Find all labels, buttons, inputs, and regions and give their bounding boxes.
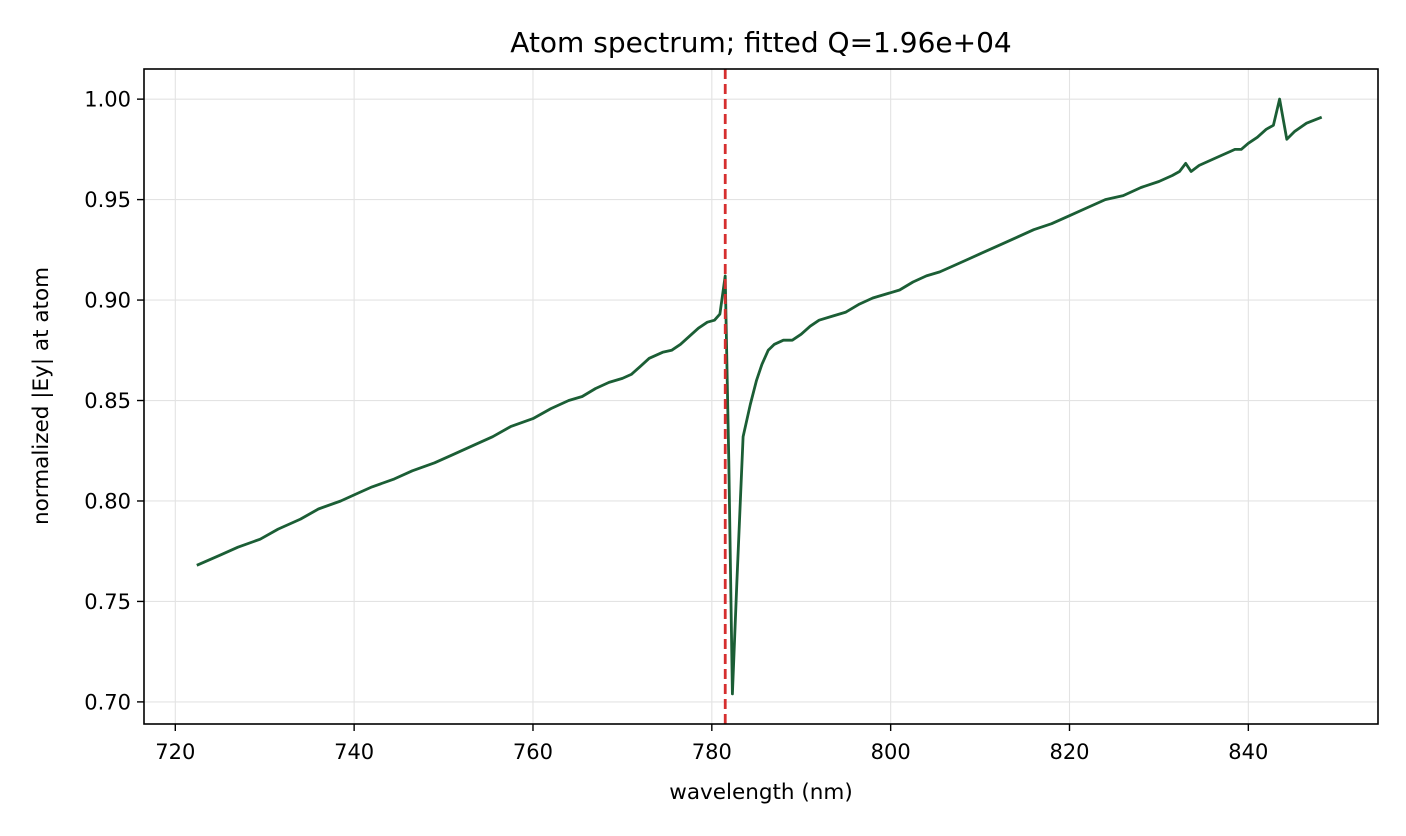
y-tick-label: 0.80 — [84, 489, 131, 513]
y-tick-label: 0.95 — [84, 188, 131, 212]
chart-title: Atom spectrum; fitted Q=1.96e+04 — [510, 26, 1011, 59]
y-ticks: 0.70 0.75 0.80 0.85 0.90 0.95 1.00 — [84, 88, 144, 714]
x-tick-label: 720 — [155, 740, 195, 764]
x-ticks: 720 740 760 780 800 820 840 — [155, 724, 1268, 764]
axes-frame — [143, 68, 1379, 725]
y-tick-label: 0.70 — [84, 690, 131, 714]
x-tick-label: 820 — [1049, 740, 1089, 764]
x-tick-label: 800 — [871, 740, 911, 764]
x-axis-label: wavelength (nm) — [669, 780, 852, 805]
x-tick-label: 840 — [1228, 740, 1268, 764]
y-tick-label: 0.75 — [84, 590, 131, 614]
x-tick-label: 760 — [513, 740, 553, 764]
y-tick-label: 0.85 — [84, 389, 131, 413]
y-tick-label: 0.90 — [84, 289, 131, 313]
y-axis-label: normalized |Ey| at atom — [29, 267, 54, 525]
plot-area — [196, 69, 1323, 724]
x-tick-label: 740 — [334, 740, 374, 764]
spectrum-line — [196, 97, 1323, 696]
x-tick-label: 780 — [692, 740, 732, 764]
grid-lines — [144, 69, 1378, 724]
y-tick-label: 1.00 — [84, 88, 131, 112]
